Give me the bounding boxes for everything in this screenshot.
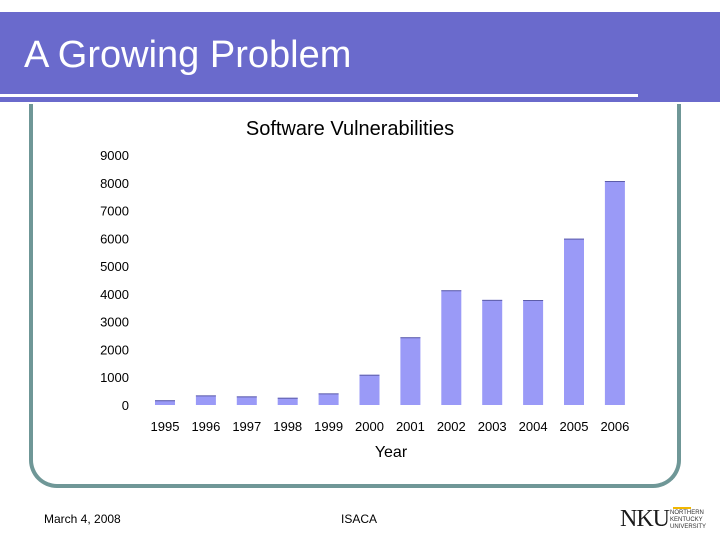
x-tick-label: 2002 xyxy=(437,419,466,434)
x-tick-label: 1999 xyxy=(314,419,343,434)
bars xyxy=(155,181,625,405)
slide-frame xyxy=(29,104,681,488)
footer-date: March 4, 2008 xyxy=(44,512,121,526)
x-tick-label: 2001 xyxy=(396,419,425,434)
x-tick-label: 2003 xyxy=(478,419,507,434)
y-tick-label: 6000 xyxy=(100,231,129,246)
logo-mark: NKU xyxy=(620,506,670,532)
bar-2004 xyxy=(523,300,544,405)
y-tick-label: 7000 xyxy=(100,204,129,219)
y-tick-label: 2000 xyxy=(100,342,129,357)
bar-1995 xyxy=(155,400,175,405)
x-tick-label: 1998 xyxy=(273,419,302,434)
y-tick-label: 0 xyxy=(122,398,129,413)
x-tick-label: 2004 xyxy=(519,419,548,434)
y-tick-label: 9000 xyxy=(100,148,129,163)
bar-1999 xyxy=(318,393,339,405)
bar-2006 xyxy=(604,181,625,405)
x-tick-label: 2000 xyxy=(355,419,384,434)
title-bar xyxy=(0,12,720,102)
y-axis: 0 1000 2000 3000 4000 5000 6000 7000 8000 9000 xyxy=(100,148,129,413)
bar-1997 xyxy=(236,396,257,405)
bar-2005 xyxy=(564,238,584,405)
bar-2002 xyxy=(441,290,462,405)
y-tick-label: 1000 xyxy=(100,370,129,385)
x-axis: 1995 1996 1997 1998 1999 2000 2001 2002 2003 2004… xyxy=(151,419,630,434)
logo-text: NORTHERN KENTUCKY UNIVERSITY xyxy=(670,510,707,530)
y-tick-label: 8000 xyxy=(100,176,129,191)
footer-org: ISACA xyxy=(341,512,378,526)
logo-accent xyxy=(673,507,691,509)
chart-title: Software Vulnerabilities xyxy=(246,118,454,140)
bar-2001 xyxy=(400,337,421,405)
y-tick-label: 4000 xyxy=(100,287,129,302)
bar-2003 xyxy=(482,299,503,405)
x-tick-label: 2006 xyxy=(600,419,629,434)
nku-logo: NKU NORTHERN KENTUCKY UNIVERSITY xyxy=(620,506,716,538)
x-tick-label: 1996 xyxy=(191,419,220,434)
x-tick-label: 2005 xyxy=(560,419,589,434)
x-tick-label: 1997 xyxy=(232,419,261,434)
x-tick-label: 1995 xyxy=(151,419,180,434)
bar-1998 xyxy=(277,397,298,405)
slide-title: A Growing Problem xyxy=(24,34,352,76)
y-tick-label: 3000 xyxy=(100,315,129,330)
x-axis-label: Year xyxy=(375,444,408,461)
bar-1996 xyxy=(195,395,216,405)
y-tick-label: 5000 xyxy=(100,259,129,274)
bar-2000 xyxy=(359,374,380,405)
title-rule xyxy=(0,94,638,97)
